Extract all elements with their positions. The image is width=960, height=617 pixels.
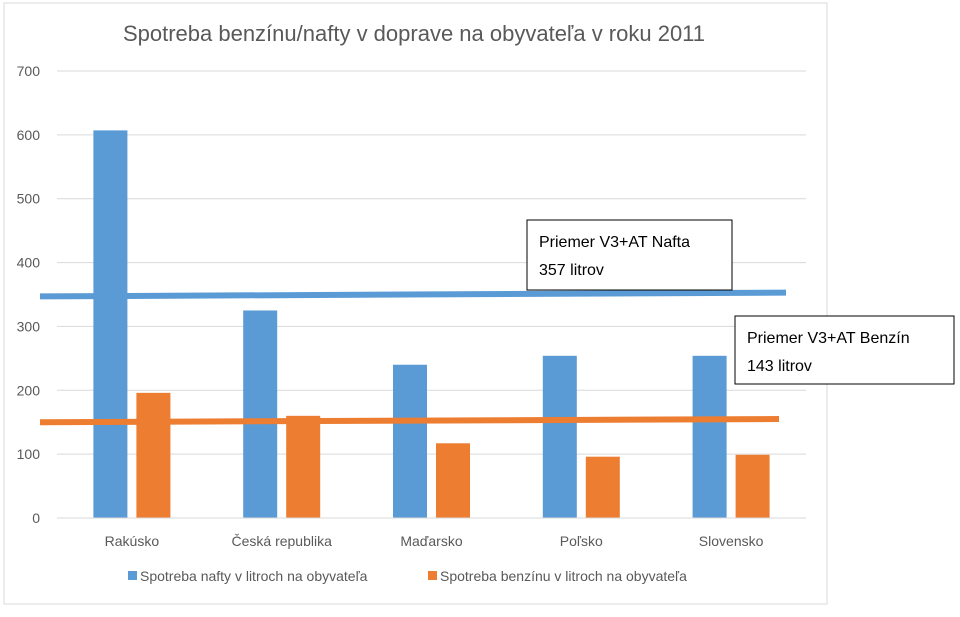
y-tick-label: 300 bbox=[17, 318, 41, 334]
bar-benzin bbox=[436, 443, 470, 518]
x-tick-label: Maďarsko bbox=[400, 533, 463, 549]
bar-nafta bbox=[243, 310, 278, 518]
legend-item: Spotreba nafty v litroch na obyvateľa bbox=[128, 568, 368, 584]
bars bbox=[93, 130, 770, 518]
bar-benzin bbox=[286, 415, 321, 518]
reference-lines bbox=[39, 289, 787, 426]
annotation-line2: 357 litrov bbox=[539, 262, 604, 279]
annotation-frame bbox=[734, 315, 955, 385]
annotation-line1: Priemer V3+AT Nafta bbox=[539, 234, 690, 251]
legend: Spotreba nafty v litroch na obyvateľa Spo… bbox=[128, 568, 687, 584]
average-line-nafta bbox=[39, 289, 787, 300]
y-tick-label: 100 bbox=[17, 446, 41, 462]
x-tick-label: Rakúsko bbox=[105, 533, 160, 549]
gridlines bbox=[57, 70, 806, 455]
y-tick-label: 700 bbox=[17, 63, 41, 79]
x-tick-label: Česká republika bbox=[232, 533, 333, 549]
y-tick-label: 200 bbox=[17, 382, 41, 398]
y-axis-ticks: 0 100 200 300 400 500 600 700 bbox=[17, 63, 41, 526]
x-tick-label: Slovensko bbox=[699, 533, 764, 549]
y-tick-label: 400 bbox=[17, 255, 41, 271]
y-tick-label: 500 bbox=[17, 191, 41, 207]
bar-benzin bbox=[735, 454, 770, 518]
legend-label: Spotreba benzínu v litroch na obyvateľa bbox=[440, 568, 687, 584]
annotation-box-nafta: Priemer V3+AT Nafta 357 litrov bbox=[526, 219, 733, 291]
bar-nafta bbox=[542, 355, 577, 518]
y-tick-label: 600 bbox=[17, 127, 41, 143]
average-line-benzin bbox=[39, 416, 780, 426]
legend-swatch bbox=[428, 571, 437, 580]
annotation-line1: Priemer V3+AT Benzín bbox=[747, 330, 910, 347]
annotation-line2: 143 litrov bbox=[747, 358, 812, 375]
legend-item: Spotreba benzínu v litroch na obyvateľa bbox=[428, 568, 687, 584]
annotation-box-benzin: Priemer V3+AT Benzín 143 litrov bbox=[734, 315, 955, 385]
bar-benzin bbox=[585, 456, 620, 518]
legend-label: Spotreba nafty v litroch na obyvateľa bbox=[140, 568, 368, 584]
chart-title: Spotreba benzínu/nafty v doprave na obyv… bbox=[123, 21, 705, 46]
bar-benzin bbox=[136, 392, 171, 518]
y-tick-label: 0 bbox=[32, 510, 40, 526]
annotation-frame bbox=[526, 219, 733, 291]
bar-nafta bbox=[93, 130, 128, 518]
bar-nafta bbox=[393, 364, 427, 518]
bar-nafta bbox=[692, 355, 727, 518]
x-axis-labels: Rakúsko Česká republika Maďarsko Poľsko Slov… bbox=[105, 533, 764, 549]
legend-swatch bbox=[128, 571, 137, 580]
x-tick-label: Poľsko bbox=[560, 533, 603, 549]
